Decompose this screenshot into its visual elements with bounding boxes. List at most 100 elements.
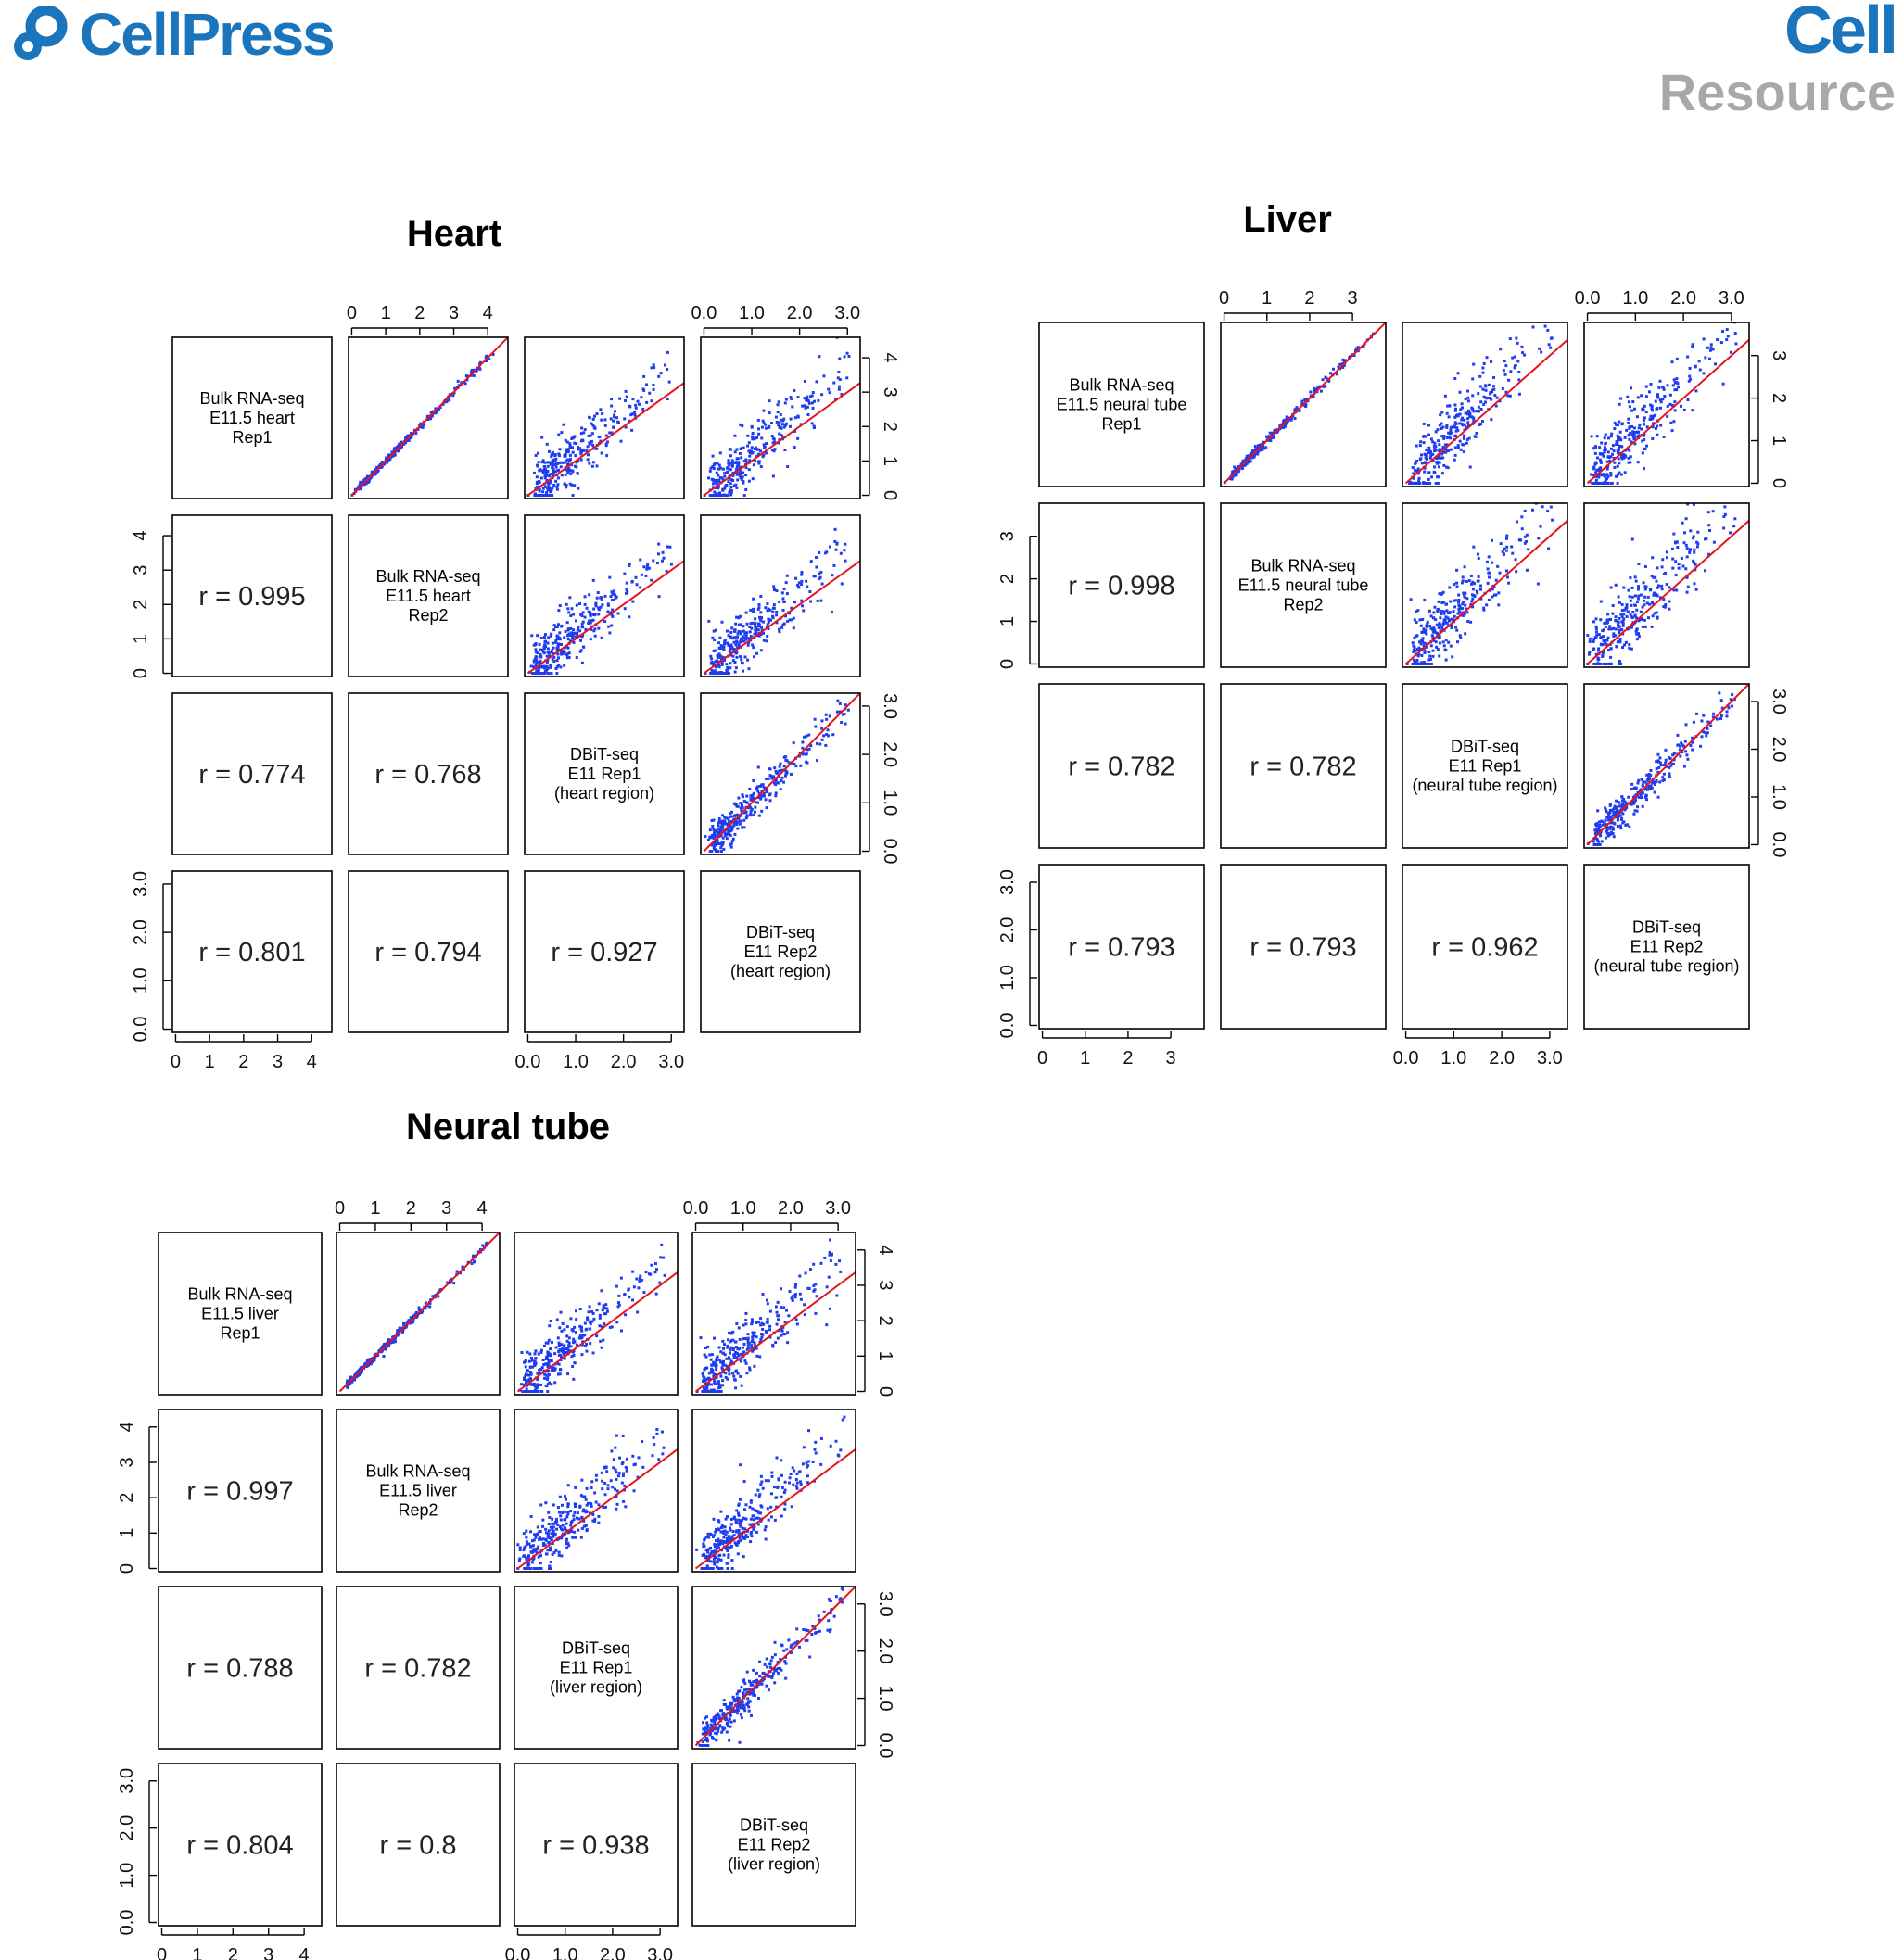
data-point bbox=[780, 626, 784, 629]
data-point bbox=[1241, 459, 1245, 462]
data-point bbox=[1605, 816, 1609, 819]
data-point bbox=[1459, 448, 1463, 451]
data-point bbox=[1618, 471, 1621, 474]
data-point bbox=[1268, 431, 1272, 435]
data-point bbox=[553, 1368, 557, 1372]
data-point bbox=[1603, 446, 1606, 449]
data-point bbox=[719, 850, 723, 854]
data-point bbox=[568, 457, 572, 461]
tick-label: 0.0 bbox=[1769, 832, 1789, 858]
data-point bbox=[539, 1348, 543, 1352]
data-point bbox=[1455, 581, 1459, 585]
data-point bbox=[1643, 788, 1646, 791]
data-point bbox=[610, 404, 614, 408]
data-point bbox=[1414, 660, 1417, 664]
data-point bbox=[745, 461, 749, 464]
data-point bbox=[1586, 633, 1590, 637]
data-point bbox=[729, 461, 732, 464]
data-point bbox=[1672, 588, 1676, 592]
data-point bbox=[782, 755, 786, 759]
data-point bbox=[1684, 723, 1688, 727]
data-point bbox=[1455, 628, 1459, 632]
data-point bbox=[478, 1247, 482, 1251]
data-point bbox=[735, 1322, 739, 1326]
data-point bbox=[1422, 441, 1426, 445]
data-point bbox=[721, 467, 725, 471]
data-point bbox=[1597, 474, 1601, 477]
cell-frame bbox=[1402, 322, 1568, 487]
data-point bbox=[529, 1365, 533, 1369]
data-point bbox=[731, 654, 735, 658]
data-point bbox=[1725, 714, 1729, 718]
data-point bbox=[1546, 510, 1550, 513]
data-point bbox=[832, 381, 836, 385]
data-point bbox=[1515, 520, 1518, 524]
data-point bbox=[1613, 461, 1617, 464]
data-point bbox=[1427, 662, 1430, 665]
data-point bbox=[1485, 603, 1489, 607]
data-point bbox=[1428, 624, 1432, 627]
data-point bbox=[716, 654, 719, 658]
data-point bbox=[1636, 805, 1640, 809]
data-point bbox=[1477, 392, 1480, 396]
data-point bbox=[748, 451, 752, 455]
data-point bbox=[1668, 765, 1671, 769]
data-point bbox=[1602, 454, 1605, 458]
data-point bbox=[1618, 420, 1621, 424]
data-point bbox=[615, 1284, 618, 1288]
data-point bbox=[722, 1343, 726, 1347]
data-point bbox=[1628, 825, 1631, 828]
data-point bbox=[636, 399, 640, 403]
data-point bbox=[1674, 560, 1678, 563]
data-point bbox=[808, 395, 812, 398]
matrix-cell-r2-c0: r = 0.774 bbox=[171, 692, 333, 855]
data-point bbox=[1486, 581, 1490, 585]
data-point bbox=[702, 1374, 705, 1378]
data-point bbox=[1666, 404, 1669, 408]
data-point bbox=[549, 1359, 552, 1362]
data-point bbox=[1436, 461, 1440, 464]
data-point bbox=[541, 1359, 545, 1362]
data-point bbox=[1466, 396, 1470, 399]
data-point bbox=[745, 1372, 749, 1375]
data-point bbox=[1623, 455, 1627, 459]
data-point bbox=[1431, 616, 1435, 620]
data-point bbox=[1487, 555, 1491, 559]
data-point bbox=[639, 558, 642, 562]
data-point bbox=[572, 1341, 576, 1345]
data-point bbox=[734, 666, 738, 670]
data-point bbox=[768, 411, 771, 415]
data-point bbox=[1618, 445, 1621, 449]
data-point bbox=[623, 572, 627, 575]
data-point bbox=[346, 1379, 349, 1383]
data-point bbox=[771, 441, 775, 445]
data-point bbox=[1668, 586, 1671, 589]
data-point bbox=[572, 613, 576, 616]
data-point bbox=[1604, 641, 1607, 645]
data-point bbox=[809, 560, 813, 563]
data-point bbox=[1624, 640, 1628, 644]
data-point bbox=[1482, 606, 1486, 610]
data-point bbox=[777, 424, 780, 427]
data-point bbox=[1721, 330, 1725, 334]
data-point bbox=[608, 1325, 612, 1329]
data-point bbox=[615, 416, 618, 420]
data-point bbox=[1491, 538, 1494, 542]
data-point bbox=[549, 664, 552, 667]
data-point bbox=[1541, 499, 1544, 501]
data-point bbox=[1657, 765, 1661, 769]
data-point bbox=[545, 1385, 549, 1388]
data-point bbox=[1618, 814, 1622, 817]
data-point bbox=[759, 797, 763, 801]
data-point bbox=[1505, 575, 1509, 579]
data-point bbox=[1632, 426, 1636, 430]
data-point bbox=[616, 1301, 620, 1305]
data-point bbox=[742, 1323, 745, 1327]
data-point bbox=[729, 482, 732, 486]
data-point bbox=[752, 778, 755, 782]
data-point bbox=[366, 480, 370, 484]
data-point bbox=[586, 453, 590, 457]
data-point bbox=[590, 1309, 594, 1313]
regression-line bbox=[1586, 338, 1749, 485]
